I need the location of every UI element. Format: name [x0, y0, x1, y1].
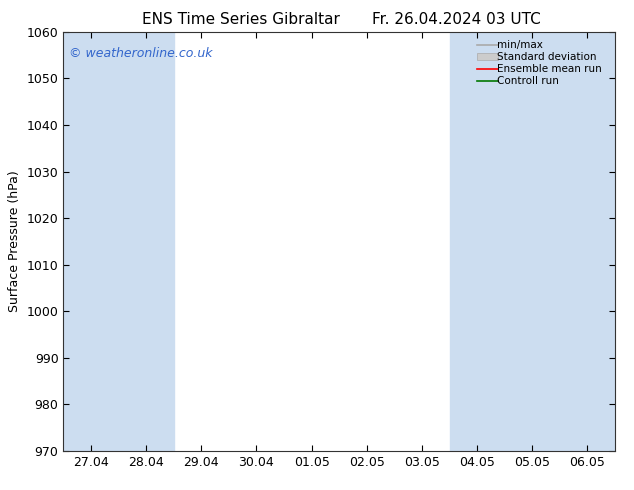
Bar	[63, 32, 174, 451]
Text: ENS Time Series Gibraltar: ENS Time Series Gibraltar	[142, 12, 340, 27]
Text: Fr. 26.04.2024 03 UTC: Fr. 26.04.2024 03 UTC	[372, 12, 541, 27]
Text: © weatheronline.co.uk: © weatheronline.co.uk	[69, 47, 212, 59]
Legend: min/max, Standard deviation, Ensemble mean run, Controll run: min/max, Standard deviation, Ensemble me…	[474, 37, 610, 90]
Y-axis label: Surface Pressure (hPa): Surface Pressure (hPa)	[8, 171, 21, 312]
Bar	[450, 32, 615, 451]
